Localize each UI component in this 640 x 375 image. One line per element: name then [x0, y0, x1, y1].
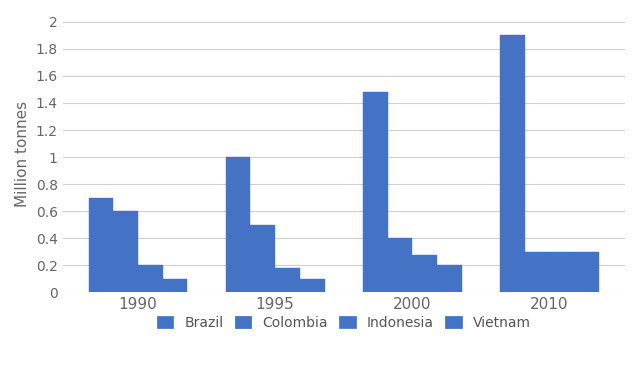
Bar — [550, 252, 574, 292]
Y-axis label: Million tonnes: Million tonnes — [15, 100, 30, 207]
Bar — [437, 266, 461, 292]
Bar — [412, 255, 437, 292]
Bar — [163, 279, 188, 292]
Bar — [363, 92, 388, 292]
Bar — [226, 157, 250, 292]
Bar — [525, 252, 550, 292]
Bar — [574, 252, 599, 292]
Bar — [88, 198, 113, 292]
Bar — [388, 238, 412, 292]
Bar — [250, 225, 275, 292]
Legend: Brazil, Colombia, Indonesia, Vietnam: Brazil, Colombia, Indonesia, Vietnam — [151, 310, 536, 336]
Bar — [138, 266, 163, 292]
Bar — [275, 268, 300, 292]
Bar — [500, 35, 525, 292]
Bar — [300, 279, 324, 292]
Bar — [113, 211, 138, 292]
